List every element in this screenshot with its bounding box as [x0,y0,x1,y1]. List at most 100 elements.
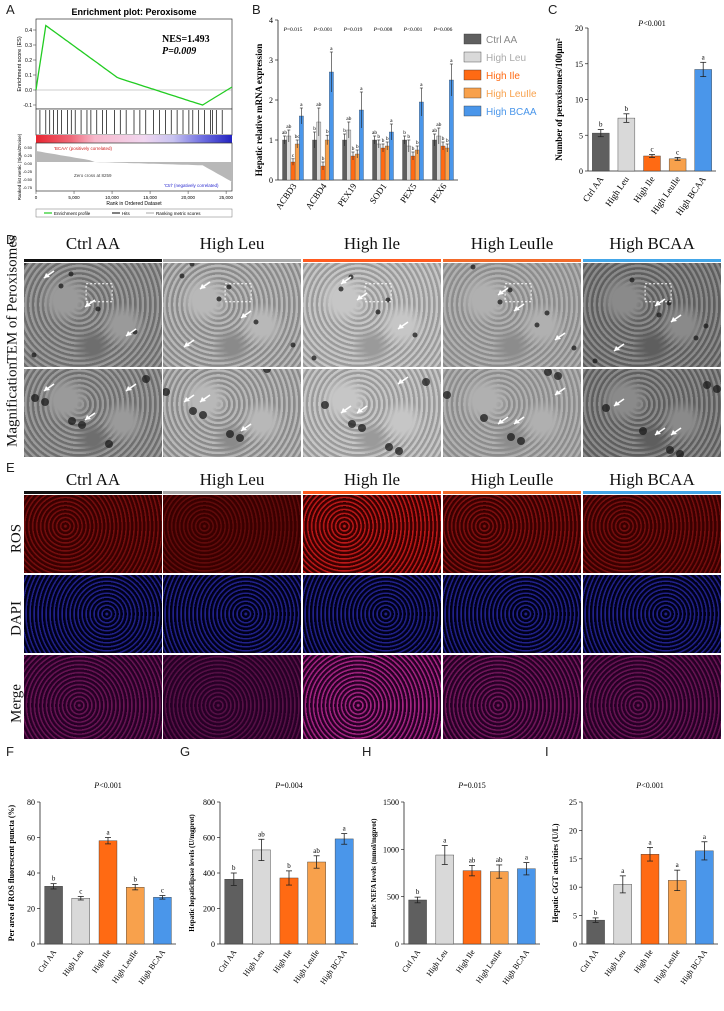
ros-row-label: ROS [8,523,25,554]
significance-letter: a [450,58,453,64]
category-label: Ctrl AA [400,948,422,974]
category-label: High Ile [632,948,655,975]
panel-letter-f: F [6,744,14,759]
category-label: High LeuIle [652,948,682,985]
tem-group-color-line [24,259,162,262]
y-tick-label: 1 [269,136,273,145]
category-label: High Ile [631,174,656,204]
arrow-head [200,397,206,402]
magnification-image [303,369,441,457]
significance-letter: b [625,105,629,113]
tem-image [303,263,441,367]
significance-letter: b [343,128,346,134]
gsea-svg: Enrichment plot: Peroxisome 0.4 0.3 0.2 0.1… [17,7,233,218]
y-tick-label: 800 [203,798,215,807]
bar [372,139,377,181]
fluor-group-title: Ctrl AA [65,470,121,489]
chart-f-svg: 0 20 40 60 80 Per area of ROS fluorescent pun… [7,781,176,986]
merge-image [303,655,441,739]
chart-g: 0 200 400 600 800 Hepatic hepaticlipase level… [182,748,364,1006]
bar [286,135,292,181]
peroxisome-dot [412,332,418,338]
legend-swatch [463,33,482,45]
category-label: High Ile [90,948,113,975]
bar [694,69,712,172]
legend-label: High BCAA [486,107,537,118]
arrow-head [514,419,520,424]
peroxisome-dot [470,264,476,270]
significance-letter: ab [316,102,321,108]
peroxisome-dot [507,433,515,441]
tem-group-title: High Leu [199,234,265,253]
tem-image [163,263,301,367]
category-label: PEX5 [398,181,419,205]
y-tick-label: 2 [269,96,273,105]
rank-tick-label: 0 [35,195,38,200]
category-label: High Leu [603,948,628,978]
es-tick-label: 0.3 [25,43,32,49]
rank-ticks: 0 5,000 10,000 15,000 20,000 25,000 [35,191,233,200]
panel-d: Ctrl AA High Leu High Ile High LeuIle High B… [0,232,724,458]
y-axis-label: Number of peroxisomes/100μm² [554,38,564,161]
significance-letter: b [599,121,603,129]
arrow-head [555,335,561,340]
significance-letter: b [352,146,355,152]
tem-overlay [602,381,721,457]
merge-image [163,655,301,739]
legend-enrichment-label: Enrichment profile [54,211,91,216]
peroxisome-dot [666,446,674,454]
bar [299,115,304,181]
tem-group-title: High BCAA [609,234,695,253]
peroxisome-dot [443,391,451,399]
merge-image [443,655,581,739]
arrow-head [614,346,620,351]
peroxisome-dot [311,355,317,361]
tem-overlay [311,274,418,361]
arrow-head [498,419,504,424]
significance-letter: a [360,86,363,92]
significance-letter: b [232,864,236,872]
chart-g-svg: 0 200 400 600 800 Hepatic hepaticlipase level… [188,781,358,986]
peroxisome-dot [179,273,185,279]
fluor-group-title: High BCAA [609,470,695,489]
chart-b: 0 1 2 3 4 Hepatic relative mRNA expression P=0… [252,4,550,230]
bar [224,879,244,945]
tem-group-color-line [303,259,441,262]
significance-letter: ab [258,830,265,838]
peroxisome-dot [639,427,647,435]
y-tick-label: 1500 [383,798,399,807]
p-value: P=0.015 [283,27,303,33]
rank-tick-label: 5,000 [68,195,80,200]
nes-value: NES=1.493 [162,34,210,45]
es-ticks: 0.4 0.3 0.2 0.1 0.0 -0.1 [23,28,36,109]
magnification-row-label: Magnification [4,362,21,447]
bar [44,886,63,945]
significance-letter: a [525,854,529,862]
significance-letter: b [416,888,420,896]
bar [252,849,271,945]
peroxisome-dot [163,388,170,396]
bar [490,871,509,945]
bar [643,155,661,172]
bar [435,854,454,945]
significance-letter: b [52,875,56,883]
fluor-group-color-line [443,491,581,494]
chart-f: 0 20 40 60 80 Per area of ROS fluorescent pun… [2,748,182,1006]
chart-c-svg: 0 5 10 15 20 Number of peroxisomes/100μm² P<0.… [554,19,716,217]
arrow-head [357,408,363,413]
arrow-head [85,415,91,420]
merge-image [583,655,721,739]
chart-i: 0 5 10 15 20 25 Hepatic GGT activities (U/L) P<… [546,748,724,1006]
panel-letter-g: G [180,744,191,759]
significance-letter: b [446,138,449,144]
metric-tick-label: 0.25 [24,153,33,158]
rank-tick-label: 20,000 [181,195,195,200]
panel-letter-c: C [548,2,558,17]
legend-metric-label: Ranking metric scores [156,211,201,216]
dapi-image [443,575,581,653]
significance-letter: b [382,138,385,144]
peroxisome-dot [693,335,699,341]
ros-image [443,495,581,573]
zoom-box [224,283,252,303]
category-label: High Leu [603,174,631,208]
